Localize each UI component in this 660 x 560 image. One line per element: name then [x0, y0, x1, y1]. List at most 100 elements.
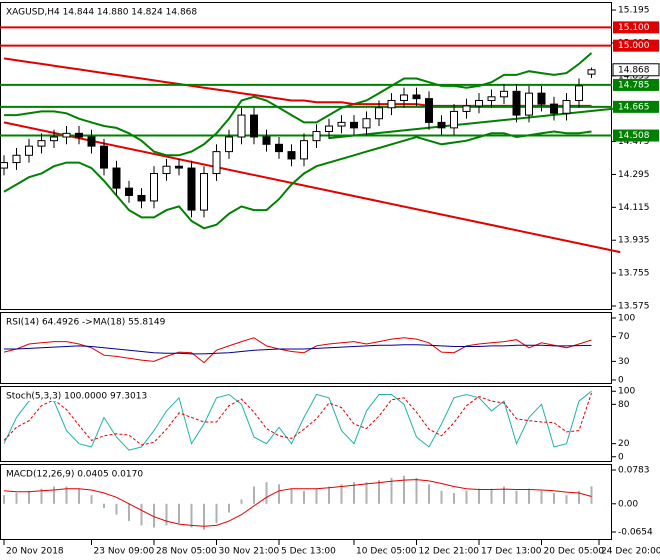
- y-tick-label: 14.115: [618, 203, 650, 213]
- candle-body: [575, 85, 583, 101]
- panel-title: RSI(14) 64.4926 ->MA(18) 55.8149: [6, 318, 166, 328]
- trend-line: [3, 121, 621, 254]
- candle-body: [50, 136, 58, 142]
- candle-body: [450, 110, 458, 129]
- line-series: [3, 337, 592, 364]
- x-tick-label: 28 Nov 05:00: [156, 547, 217, 557]
- level-label-box: [613, 129, 659, 142]
- histogram-bar: [528, 488, 530, 504]
- histogram-bar: [128, 503, 130, 522]
- x-tick-label: 17 Dec 13:00: [481, 547, 542, 557]
- line-series: [4, 52, 593, 157]
- candle-body: [400, 94, 408, 101]
- line-series: [3, 479, 592, 527]
- line-series: [3, 130, 592, 230]
- level-label-box: [613, 39, 659, 52]
- histogram-bar: [440, 490, 443, 504]
- x-tick-label: 23 Nov 09:00: [94, 547, 155, 557]
- histogram-bar: [353, 482, 355, 504]
- panel-title: MACD(12,26,9) 0.0405 0.0170: [6, 470, 143, 480]
- candle-body: [75, 132, 83, 138]
- y-tick-label: -0.0654: [618, 528, 653, 538]
- histogram-bar: [278, 484, 280, 504]
- histogram-bar: [65, 486, 68, 504]
- candle-body: [350, 121, 358, 129]
- y-tick-label: 14.295: [618, 170, 650, 180]
- candle-body: [562, 99, 571, 114]
- candle-body: [312, 131, 321, 142]
- title-bg: [3, 315, 176, 327]
- panel-title: Stoch(5,3,3) 100.0000 97.3013: [6, 392, 147, 402]
- candle-body: [262, 136, 271, 145]
- histogram-bar: [190, 503, 193, 528]
- panel-frame: [0, 464, 612, 540]
- candle-body: [412, 94, 421, 100]
- x-tick-label: 20 Nov 2018: [6, 547, 64, 557]
- last-price-box: [612, 63, 660, 77]
- line-series: [4, 344, 592, 355]
- histogram-bar: [303, 490, 305, 504]
- histogram-bar: [340, 484, 343, 504]
- histogram-bar: [53, 486, 55, 504]
- candle-body: [337, 121, 346, 127]
- candle-body: [0, 162, 8, 169]
- candle-body: [462, 105, 471, 112]
- histogram-bar: [390, 477, 393, 504]
- candle-body: [375, 107, 383, 120]
- y-tick-label: 100: [618, 387, 635, 397]
- y-tick-label: 100: [618, 314, 635, 324]
- histogram-bar: [553, 493, 555, 504]
- y-tick-label: 0.0783: [618, 465, 650, 475]
- candle-body: [237, 114, 246, 138]
- y-tick-label: 80: [618, 400, 630, 410]
- x-tick-label: 10 Dec 05:00: [356, 547, 417, 557]
- histogram-bar: [328, 486, 330, 504]
- histogram-bar: [215, 503, 218, 524]
- histogram-bar: [365, 482, 368, 504]
- histogram-bar: [115, 503, 118, 515]
- panel-title: XAGUSD,H4 14.844 14.880 14.824 14.868: [6, 8, 197, 18]
- histogram-bar: [3, 495, 5, 504]
- title-bg: [3, 389, 160, 401]
- candle-body: [200, 173, 208, 211]
- candle-body: [212, 151, 221, 175]
- candle-body: [275, 143, 283, 153]
- histogram-bar: [40, 488, 43, 504]
- histogram-bar: [515, 490, 518, 504]
- candle-body: [62, 132, 71, 138]
- y-tick-label: 20: [618, 439, 630, 449]
- candle-body: [287, 151, 296, 160]
- histogram-bar: [503, 486, 505, 504]
- level-label: 15.000: [618, 41, 650, 51]
- histogram-bar: [203, 503, 205, 530]
- candle-body: [387, 99, 396, 109]
- histogram-bar: [478, 488, 480, 504]
- histogram-bar: [178, 503, 180, 524]
- candle-body: [250, 114, 258, 138]
- y-tick-label: 14.835: [618, 71, 650, 81]
- histogram-bar: [415, 477, 418, 504]
- candle-body: [325, 125, 333, 133]
- candle-body: [112, 167, 121, 189]
- candle-body: [162, 165, 171, 175]
- histogram-bar: [140, 503, 143, 526]
- histogram-bar: [490, 488, 493, 504]
- level-label-box: [613, 21, 659, 34]
- candle-body: [175, 165, 183, 169]
- histogram-bar: [240, 499, 243, 504]
- histogram-bar: [578, 490, 580, 504]
- candle-body: [437, 121, 446, 129]
- histogram-bar: [378, 480, 380, 504]
- level-label-box: [613, 78, 659, 91]
- candle-body: [300, 140, 308, 160]
- y-tick-label: 15.195: [618, 6, 650, 16]
- level-label-box: [613, 100, 659, 113]
- histogram-bar: [290, 488, 293, 504]
- candle-body: [487, 96, 496, 101]
- panel-frame: [0, 312, 612, 384]
- y-tick-label: 0: [618, 375, 624, 385]
- histogram-bar: [565, 495, 568, 504]
- candle-body: [587, 69, 596, 75]
